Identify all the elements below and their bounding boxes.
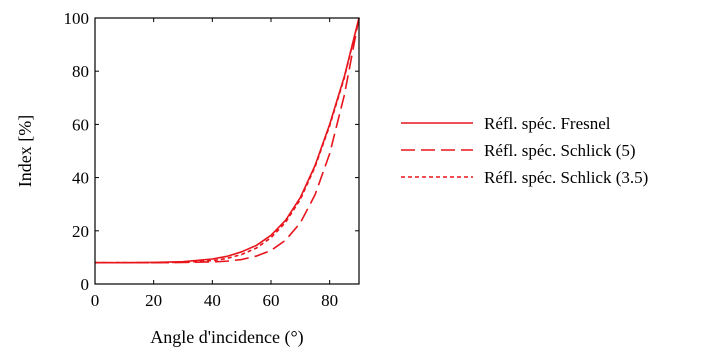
y-axis-label: Index [%] (15, 115, 35, 187)
x-tick-label: 20 (145, 291, 162, 310)
legend: Réfl. spéc. Fresnel Réfl. spéc. Schlick (… (401, 114, 648, 187)
series-line-0 (95, 17, 360, 264)
plot-frame (94, 17, 360, 285)
legend-label-1: Réfl. spéc. Schlick (5) (484, 141, 636, 160)
legend-label-2: Réfl. spéc. Schlick (3.5) (484, 168, 648, 187)
x-tick-label: 0 (91, 291, 100, 310)
y-tick-label: 100 (64, 9, 90, 28)
x-tick-label: 80 (321, 291, 338, 310)
x-axis-label: Angle d'incidence (°) (150, 327, 303, 348)
y-axis-ticks: 0 20 40 60 80 100 (64, 9, 359, 294)
x-tick-label: 60 (263, 291, 280, 310)
x-axis-ticks: 0 20 40 60 80 (91, 18, 338, 310)
y-tick-label: 60 (72, 115, 89, 134)
y-tick-label: 20 (72, 222, 89, 241)
series-line-1 (95, 17, 360, 264)
x-tick-label: 40 (204, 291, 221, 310)
legend-label-0: Réfl. spéc. Fresnel (484, 114, 611, 133)
y-tick-label: 40 (72, 169, 89, 188)
series-line-2 (95, 17, 360, 264)
y-tick-label: 80 (72, 62, 89, 81)
y-tick-label: 0 (81, 275, 90, 294)
plot-lines (95, 17, 360, 264)
